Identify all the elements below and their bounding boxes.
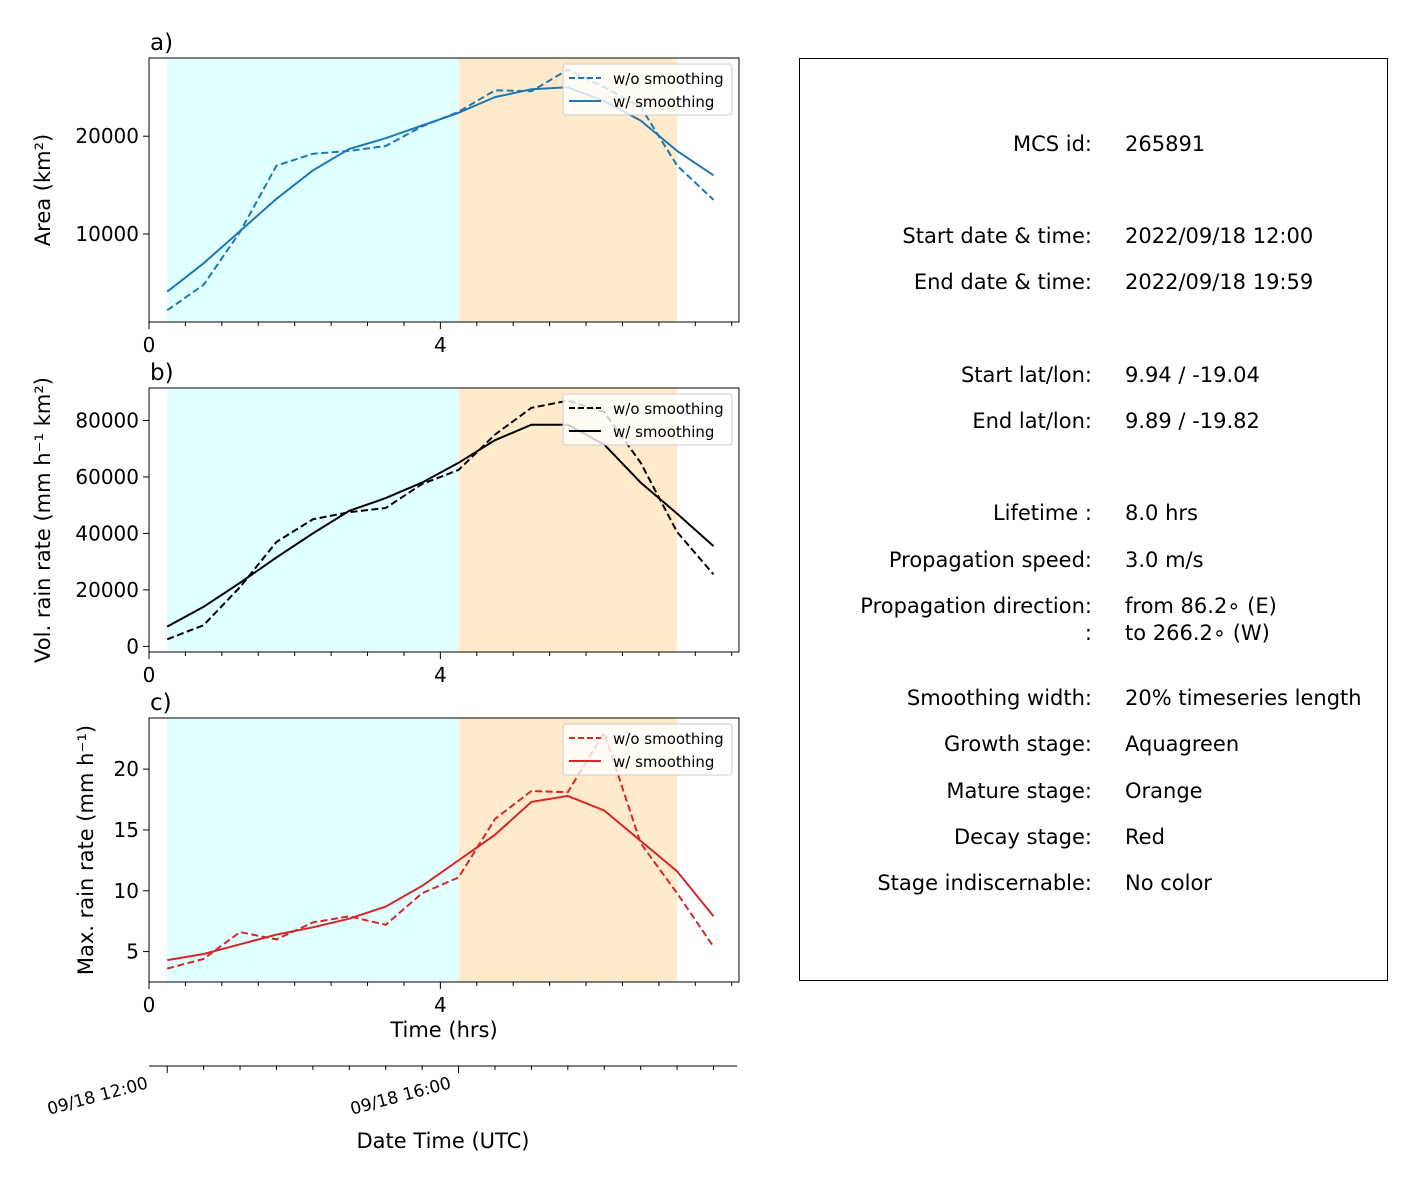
info-label: End lat/lon: xyxy=(972,409,1092,433)
info-value: No color xyxy=(1125,871,1212,895)
growth-stage-shade xyxy=(167,58,459,322)
series-line-unsmoothed xyxy=(166,730,715,970)
x-tick-label: 4 xyxy=(434,333,447,357)
y-tick-label: 10000 xyxy=(75,222,139,246)
series-line-smoothed xyxy=(167,794,715,962)
info-label: Decay stage: xyxy=(954,825,1092,849)
datetime-axis-label: Date Time (UTC) xyxy=(357,1129,530,1153)
panel-b-volrain: 0 20000 40000 60000 80000 0 4 b) Vol. rain ra… xyxy=(31,360,740,687)
panel-a-area: 10000 20000 0 4 a) Area (km²) w/o smoothin… xyxy=(31,30,740,357)
legend-box xyxy=(562,63,733,116)
growth-stage-shade xyxy=(167,718,459,982)
info-value: Orange xyxy=(1125,779,1203,803)
info-value: Aquagreen xyxy=(1125,732,1240,756)
datetime-axis: 09/18 12:00 09/18 16:00 Date Time (UTC) xyxy=(45,1065,737,1153)
info-value: Red xyxy=(1125,825,1165,849)
info-value: 3.0 m/s xyxy=(1125,548,1204,572)
y-tick-label: 20000 xyxy=(75,124,139,148)
info-value: 9.89 / -19.82 xyxy=(1125,409,1260,433)
info-value: 265891 xyxy=(1125,132,1206,156)
panel-c-frame xyxy=(148,717,740,983)
y-tick-label: 10 xyxy=(114,879,139,903)
y-tick-label: 80000 xyxy=(75,408,139,432)
info-label: Mature stage: xyxy=(946,779,1092,803)
panel-a-legend: w/o smoothing w/ smoothing xyxy=(562,63,733,116)
info-label: Propagation speed: xyxy=(888,548,1092,572)
panel-a-frame xyxy=(148,57,740,323)
legend-entry-dashed: w/o smoothing xyxy=(613,400,724,418)
legend-entry-solid: w/ smoothing xyxy=(613,753,714,771)
y-tick-label: 5 xyxy=(126,940,139,964)
panel-a-ylabel: Area (km²) xyxy=(31,134,55,246)
legend-entry-dashed: w/o smoothing xyxy=(613,730,724,748)
panel-c-label: c) xyxy=(150,690,172,716)
info-value: 8.0 hrs xyxy=(1125,501,1198,525)
panel-a-label: a) xyxy=(150,30,173,56)
info-value: 2022/09/18 12:00 xyxy=(1125,224,1314,248)
y-tick-label: 15 xyxy=(114,818,139,842)
info-label: End date & time: xyxy=(913,270,1092,294)
time-axis-label: Time (hrs) xyxy=(389,1018,497,1042)
y-tick-label: 60000 xyxy=(75,465,139,489)
info-value: 20% timeseries length xyxy=(1125,686,1362,710)
info-label: Stage indiscernable: xyxy=(877,871,1092,895)
x-tick-label: 0 xyxy=(143,993,156,1017)
legend-box xyxy=(562,393,733,446)
info-label: MCS id: xyxy=(1012,132,1092,156)
legend-entry-solid: w/ smoothing xyxy=(613,93,714,111)
datetime-tick-label: 09/18 16:00 xyxy=(348,1074,453,1120)
datetime-tick-label: 09/18 12:00 xyxy=(45,1074,150,1120)
panel-b-frame xyxy=(148,387,740,653)
panel-c-legend: w/o smoothing w/ smoothing xyxy=(562,723,733,776)
x-tick-label: 0 xyxy=(143,663,156,687)
panel-c-ylabel: Max. rain rate (mm h⁻¹) xyxy=(74,725,98,975)
info-value: to 266.2∘ (W) xyxy=(1125,621,1270,645)
info-label: Propagation direction: xyxy=(860,594,1092,618)
y-tick-label: 20 xyxy=(114,757,139,781)
info-value: 9.94 / -19.04 xyxy=(1125,363,1260,387)
y-tick-label: 20000 xyxy=(75,578,139,602)
y-tick-label: 40000 xyxy=(75,521,139,545)
info-label: Smoothing width: xyxy=(906,686,1092,710)
info-value: from 86.2∘ (E) xyxy=(1125,594,1277,618)
info-label: Start lat/lon: xyxy=(960,363,1092,387)
x-tick-label: 0 xyxy=(143,333,156,357)
info-label: Start date & time: xyxy=(902,224,1092,248)
mcs-info-panel: MCS id: 265891 Start date & time: 2022/0… xyxy=(799,58,1388,981)
info-value: 2022/09/18 19:59 xyxy=(1125,270,1314,294)
info-label: Lifetime : xyxy=(992,501,1092,525)
panel-b-label: b) xyxy=(150,360,174,386)
info-label: Growth stage: xyxy=(943,732,1092,756)
x-tick-label: 4 xyxy=(434,993,447,1017)
legend-entry-dashed: w/o smoothing xyxy=(613,70,724,88)
series-line-smoothed xyxy=(166,423,715,628)
y-tick-label: 0 xyxy=(126,634,139,658)
legend-entry-solid: w/ smoothing xyxy=(613,423,714,441)
x-tick-label: 4 xyxy=(434,663,447,687)
info-label: : xyxy=(1084,621,1092,645)
panel-b-legend: w/o smoothing w/ smoothing xyxy=(562,393,733,446)
panel-c-maxrain: 5 10 15 20 0 4 c) Max. rain rate (mm h⁻¹) w/… xyxy=(74,690,740,1042)
legend-box xyxy=(562,723,733,776)
panel-b-ylabel: Vol. rain rate (mm h⁻¹ km²) xyxy=(31,377,55,663)
